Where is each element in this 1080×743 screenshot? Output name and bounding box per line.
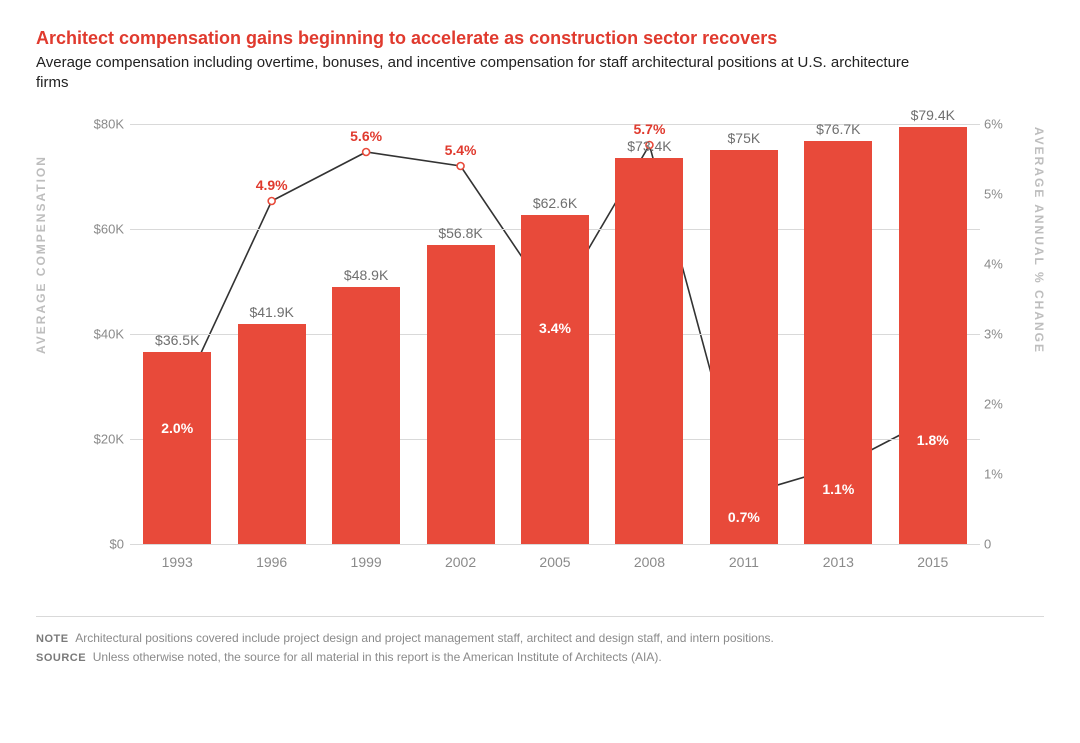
note-text: Architectural positions covered include … xyxy=(75,631,774,645)
pct-label: 5.6% xyxy=(350,128,382,144)
x-tick-label: 1993 xyxy=(162,554,193,570)
x-tick-label: 1996 xyxy=(256,554,287,570)
x-tick-label: 1999 xyxy=(351,554,382,570)
note-line: NOTE Architectural positions covered inc… xyxy=(36,629,1044,649)
x-tick-label: 2015 xyxy=(917,554,948,570)
plot-area: $0$20K$40K$60K$80K01%2%3%4%5%6%$36.5K199… xyxy=(130,124,980,544)
y-left-tick: $60K xyxy=(76,221,124,236)
y-left-tick: $20K xyxy=(76,431,124,446)
bar xyxy=(427,245,495,543)
x-tick-label: 2011 xyxy=(729,554,759,570)
chart-subtitle: Average compensation including overtime,… xyxy=(36,53,936,94)
chart: AVERAGE COMPENSATION AVERAGE ANNUAL % CH… xyxy=(40,124,1040,584)
chart-footer: NOTE Architectural positions covered inc… xyxy=(36,616,1044,668)
bar xyxy=(143,352,211,544)
y-right-tick: 4% xyxy=(984,256,1024,271)
bar xyxy=(238,324,306,544)
source-text: Unless otherwise noted, the source for a… xyxy=(93,650,662,664)
y-left-tick: $0 xyxy=(76,536,124,551)
bar xyxy=(710,150,778,544)
y-right-tick: 1% xyxy=(984,466,1024,481)
bar-value-label: $79.4K xyxy=(911,107,955,123)
bar-value-label: $73.4K xyxy=(627,138,671,154)
y-left-tick: $80K xyxy=(76,116,124,131)
pct-label: 1.8% xyxy=(917,432,949,448)
pct-label: 3.4% xyxy=(539,320,571,336)
pct-label: 5.7% xyxy=(633,121,665,137)
y-left-axis-title: AVERAGE COMPENSATION xyxy=(34,155,48,354)
x-tick-label: 2013 xyxy=(823,554,854,570)
data-point xyxy=(363,148,370,155)
y-right-tick: 3% xyxy=(984,326,1024,341)
source-label: SOURCE xyxy=(36,652,86,664)
bar xyxy=(332,287,400,544)
pct-label: 0.7% xyxy=(728,509,760,525)
y-right-tick: 0 xyxy=(984,536,1024,551)
pct-label: 2.0% xyxy=(161,420,193,436)
pct-label: 1.1% xyxy=(822,481,854,497)
bar-value-label: $36.5K xyxy=(155,332,199,348)
bar-value-label: $62.6K xyxy=(533,195,577,211)
bar xyxy=(899,127,967,544)
data-point xyxy=(457,162,464,169)
bar xyxy=(615,158,683,543)
bar-value-label: $75K xyxy=(728,130,761,146)
data-point xyxy=(268,197,275,204)
x-tick-label: 2008 xyxy=(634,554,665,570)
pct-label: 5.4% xyxy=(445,142,477,158)
chart-title: Architect compensation gains beginning t… xyxy=(36,28,1044,49)
y-right-axis-title: AVERAGE ANNUAL % CHANGE xyxy=(1032,126,1046,353)
bar-value-label: $56.8K xyxy=(438,225,482,241)
y-right-tick: 2% xyxy=(984,396,1024,411)
x-tick-label: 2002 xyxy=(445,554,476,570)
bar-value-label: $76.7K xyxy=(816,121,860,137)
figure-container: Architect compensation gains beginning t… xyxy=(0,0,1080,743)
x-tick-label: 2005 xyxy=(539,554,570,570)
pct-label: 4.9% xyxy=(256,177,288,193)
gridline xyxy=(130,544,980,545)
y-right-tick: 5% xyxy=(984,186,1024,201)
bar-value-label: $41.9K xyxy=(249,304,293,320)
source-line: SOURCE Unless otherwise noted, the sourc… xyxy=(36,648,1044,668)
y-right-tick: 6% xyxy=(984,116,1024,131)
bar-value-label: $48.9K xyxy=(344,267,388,283)
y-left-tick: $40K xyxy=(76,326,124,341)
bar xyxy=(521,215,589,544)
note-label: NOTE xyxy=(36,633,69,645)
